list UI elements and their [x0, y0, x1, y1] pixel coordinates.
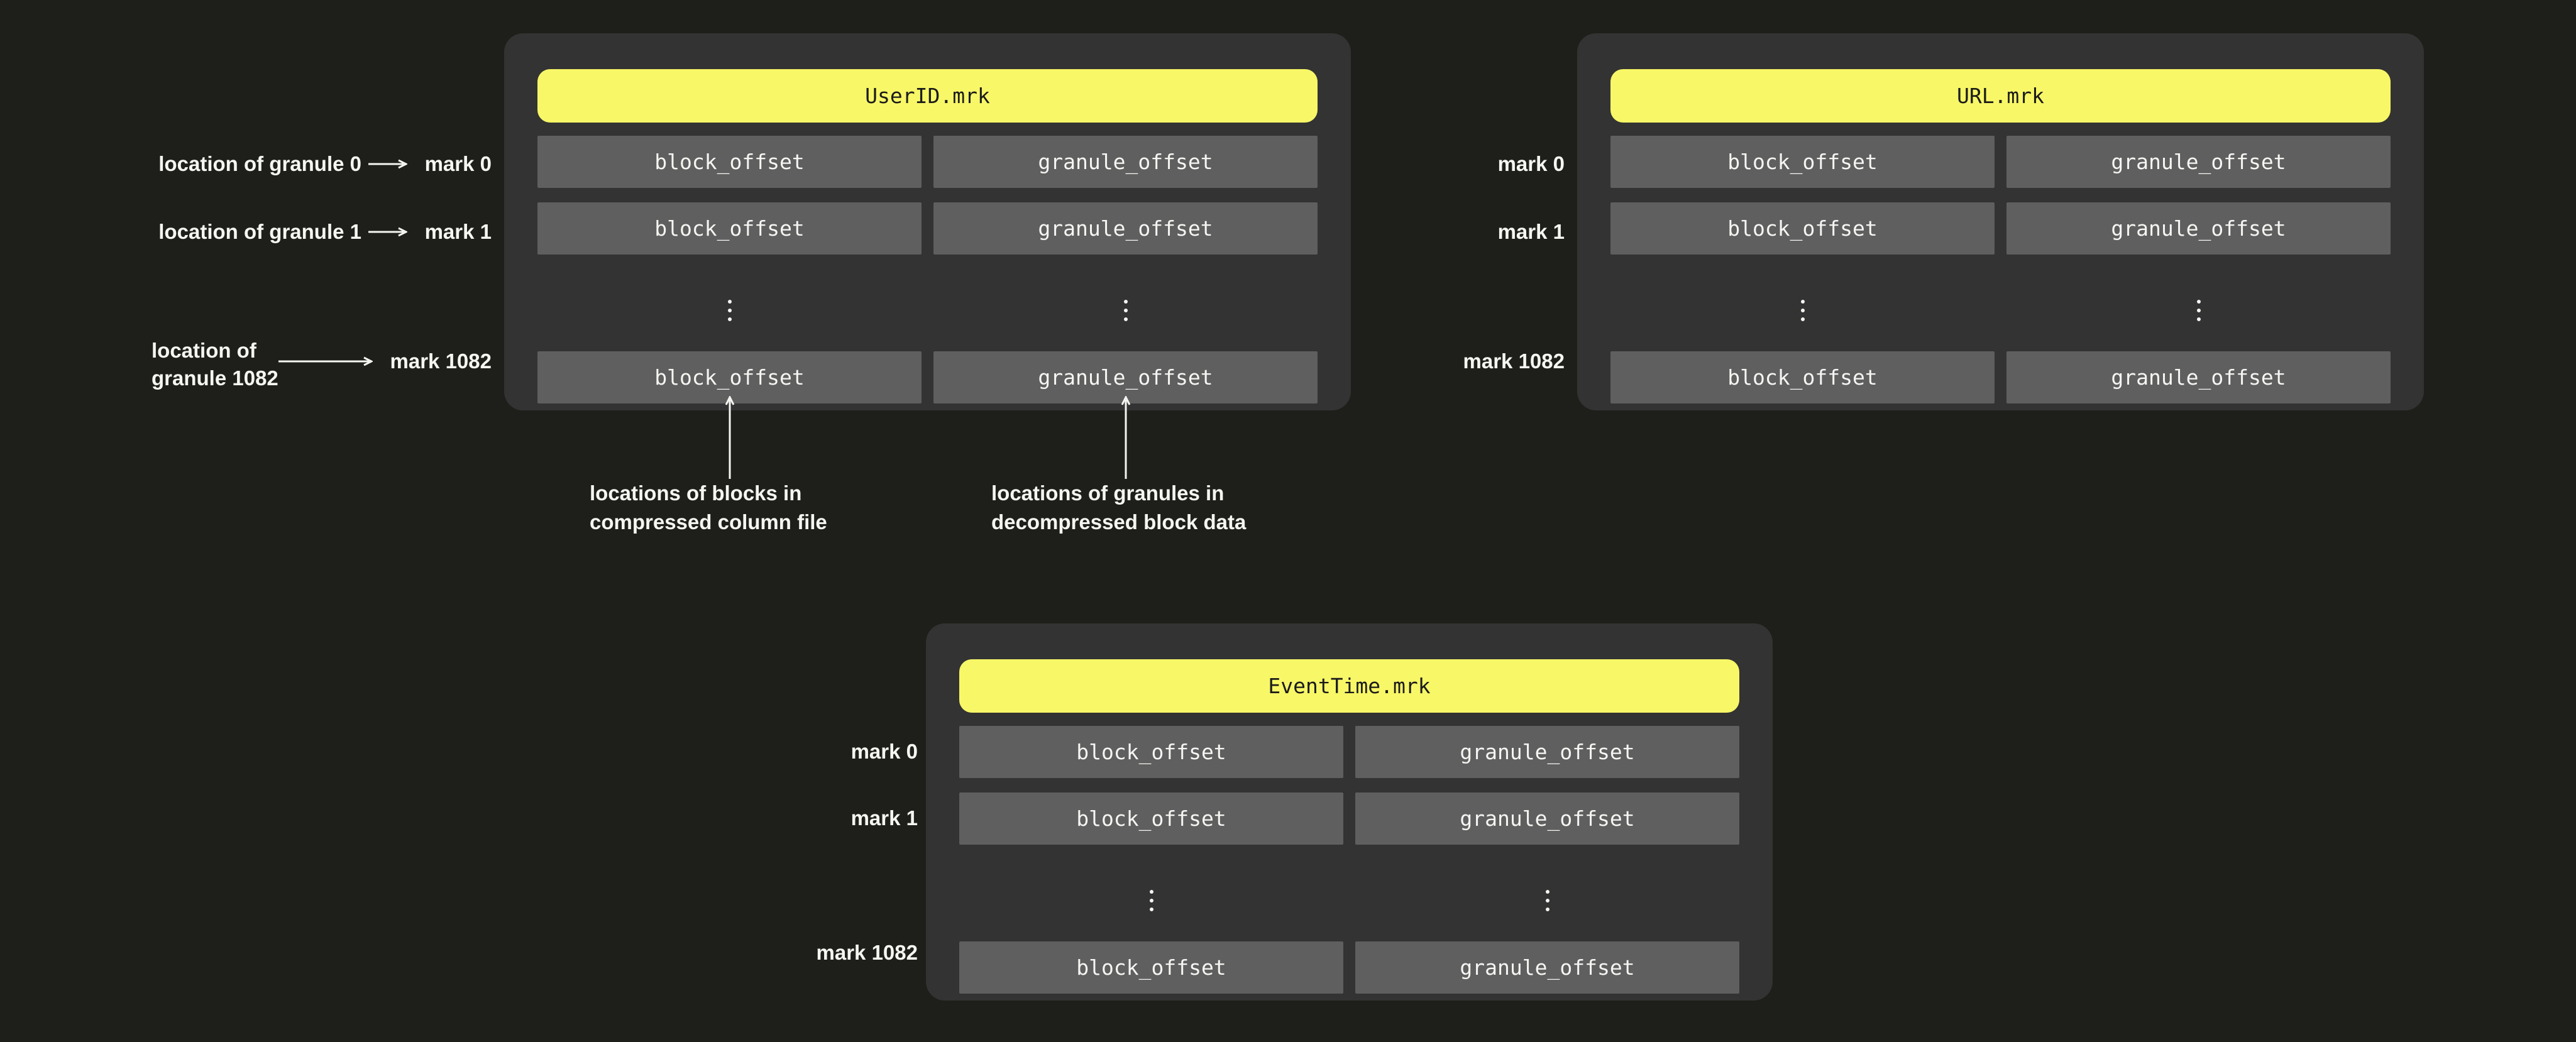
- mark-0-label: mark 0: [1497, 152, 1565, 175]
- mark-1082-label: mark 1082: [816, 941, 918, 964]
- mrk-file-title: UserID.mrk: [865, 84, 990, 108]
- ellipsis-row: [1610, 269, 2391, 351]
- granule-0-location-label: location of granule 0: [158, 152, 361, 175]
- granule-1082-location-label: location of granule 1082: [151, 339, 278, 390]
- mark-row-1: block_offset granule_offset: [959, 792, 1739, 845]
- mrk-file-title: URL.mrk: [1956, 84, 2045, 108]
- mark-row-1082: block_offset granule_offset: [959, 941, 1739, 994]
- mark-0-label: mark 0: [424, 152, 492, 175]
- block-offset-cell: block_offset: [1610, 202, 1995, 255]
- arrow-right-icon: [368, 227, 407, 237]
- granule-offset-cell: granule_offset: [2006, 202, 2391, 255]
- panel-url-mrk: URL.mrk block_offset granule_offset bloc…: [1577, 33, 2424, 410]
- granule-offset-cell: granule_offset: [2006, 351, 2391, 403]
- mark-0-label: mark 0: [850, 740, 918, 763]
- mark-1082-label: mark 1082: [390, 349, 492, 373]
- granule-offset-caption: locations of granules in decompressed bl…: [991, 481, 1247, 534]
- mark-row-1: block_offset granule_offset: [537, 202, 1318, 255]
- mark-row-1082: block_offset granule_offset: [537, 351, 1318, 403]
- mrk-file-header: URL.mrk: [1610, 69, 2391, 123]
- ellipsis-row: [959, 859, 1739, 941]
- arrow-right-icon: [368, 159, 407, 169]
- granule-offset-cell: granule_offset: [1355, 726, 1739, 778]
- granule-offset-cell: granule_offset: [1355, 941, 1739, 994]
- arrow-up-icon: [725, 396, 735, 479]
- granule-1-location-label: location of granule 1: [158, 220, 361, 243]
- mark-row-0: block_offset granule_offset: [1610, 136, 2391, 188]
- mark-row-1: block_offset granule_offset: [1610, 202, 2391, 255]
- block-offset-cell: block_offset: [537, 351, 922, 403]
- granule-offset-cell: granule_offset: [1355, 792, 1739, 845]
- mark-row-1082: block_offset granule_offset: [1610, 351, 2391, 403]
- mark-row-0: block_offset granule_offset: [537, 136, 1318, 188]
- block-offset-cell: block_offset: [959, 726, 1343, 778]
- vertical-ellipsis-icon: [1545, 889, 1549, 911]
- vertical-ellipsis-icon: [1800, 299, 1805, 321]
- granule-offset-cell: granule_offset: [933, 136, 1318, 188]
- mark-1-label: mark 1: [1497, 220, 1565, 243]
- panel-eventtime-mrk: EventTime.mrk block_offset granule_offse…: [926, 623, 1773, 1001]
- mrk-file-header: EventTime.mrk: [959, 659, 1739, 713]
- block-offset-cell: block_offset: [959, 792, 1343, 845]
- vertical-ellipsis-icon: [1149, 889, 1153, 911]
- arrow-right-icon: [278, 356, 373, 366]
- mrk-file-title: EventTime.mrk: [1268, 674, 1431, 698]
- vertical-ellipsis-icon: [1123, 299, 1128, 321]
- block-offset-cell: block_offset: [537, 136, 922, 188]
- vertical-ellipsis-icon: [727, 299, 732, 321]
- mrk-file-header: UserID.mrk: [537, 69, 1318, 123]
- block-offset-cell: block_offset: [1610, 136, 1995, 188]
- granule-offset-cell: granule_offset: [2006, 136, 2391, 188]
- block-offset-cell: block_offset: [959, 941, 1343, 994]
- ellipsis-row: [537, 269, 1318, 351]
- panel-userid-mrk: UserID.mrk block_offset granule_offset b…: [504, 33, 1351, 410]
- vertical-ellipsis-icon: [2196, 299, 2201, 321]
- block-offset-cell: block_offset: [537, 202, 922, 255]
- block-offset-cell: block_offset: [1610, 351, 1995, 403]
- granule-offset-cell: granule_offset: [933, 351, 1318, 403]
- mark-1-label: mark 1: [424, 220, 492, 243]
- mark-1-label: mark 1: [850, 806, 918, 830]
- granule-offset-cell: granule_offset: [933, 202, 1318, 255]
- arrow-up-icon: [1121, 396, 1131, 479]
- mark-1082-label: mark 1082: [1463, 349, 1565, 373]
- block-offset-caption: locations of blocks in compressed column…: [590, 481, 827, 534]
- mark-row-0: block_offset granule_offset: [959, 726, 1739, 778]
